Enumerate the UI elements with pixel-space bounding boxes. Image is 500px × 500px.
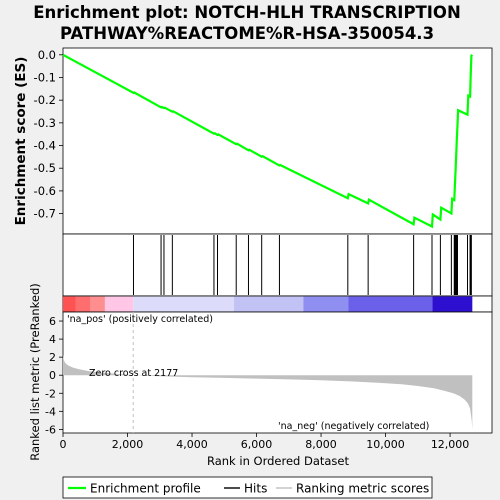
metric-y-tick-label: -6	[45, 423, 56, 436]
heatbar-segments	[63, 296, 473, 312]
enrichment-profile-line	[62, 53, 474, 229]
heatbar-segment	[303, 296, 349, 312]
es-y-axis-label: Enrichment score (ES)	[13, 57, 29, 226]
metric-x-tick-label: 8,000	[305, 438, 337, 451]
metric-y-tick-label: 6	[49, 315, 56, 328]
heatbar-segment	[75, 296, 91, 312]
metric-x-tick-label: 4,000	[176, 438, 208, 451]
metric-y-tick-label: -4	[45, 405, 56, 418]
metric-y-axis-label: Ranked list metric (PreRanked)	[28, 283, 42, 461]
metric-x-ticks: 0 2,000 4,000 6,000 8,000 10,000 12,000	[60, 433, 470, 451]
metric-y-tick-label: 2	[49, 351, 56, 364]
heatbar-segment	[348, 296, 433, 312]
heatbar-segment	[133, 296, 234, 312]
heatbar-segment	[233, 296, 304, 312]
metric-panel: Zero cross at 2177 'na_pos' (positively …	[28, 283, 493, 468]
metric-y-tick-label: 0	[49, 369, 56, 382]
title-line-2: PATHWAY%REACTOME%R-HSA-350054.3	[60, 24, 434, 43]
es-plot-area	[62, 47, 493, 235]
heatbar-segment	[104, 296, 134, 312]
heatbar-segment	[90, 296, 105, 312]
heatbar-panel	[62, 295, 493, 313]
metric-x-tick-label: 2,000	[112, 438, 144, 451]
metric-x-axis-label: Rank in Ordered Dataset	[207, 454, 350, 468]
heatbar-segment	[63, 296, 76, 312]
metric-x-tick-label: 6,000	[241, 438, 273, 451]
title-line-1: Enrichment plot: NOTCH-HLH TRANSCRIPTION	[33, 3, 461, 22]
metric-x-tick-label: 12,000	[431, 438, 470, 451]
legend-box	[62, 476, 433, 499]
es-y-tick-label: -0.7	[34, 207, 56, 221]
metric-y-tick-label: -2	[45, 387, 56, 400]
legend: Enrichment profile Hits Ranking metric s…	[62, 476, 433, 499]
es-y-ticks: 0.0 -0.1 -0.2 -0.3 -0.4 -0.5 -0.6 -0.7	[34, 48, 63, 221]
es-y-tick-label: -0.3	[34, 116, 56, 130]
hits-plot-area	[62, 233, 493, 297]
metric-x-tick-label: 10,000	[366, 438, 405, 451]
heatbar-segment	[432, 296, 473, 312]
metric-y-ticks: 6 4 2 0 -2 -4 -6	[45, 315, 63, 436]
es-y-tick-label: -0.6	[34, 184, 56, 198]
es-y-tick-label: -0.1	[34, 70, 56, 84]
neg-correlated-label: 'na_neg' (negatively correlated)	[278, 421, 429, 432]
es-y-tick-label: -0.4	[34, 139, 56, 153]
es-y-tick-label: -0.2	[34, 93, 56, 107]
metric-x-tick-label: 0	[60, 438, 67, 451]
es-y-tick-label: -0.5	[34, 161, 56, 175]
legend-es-label: Enrichment profile	[90, 482, 201, 496]
legend-hits-label: Hits	[244, 482, 267, 496]
legend-metric-label: Ranking metric scores	[296, 482, 429, 496]
es-y-tick-label: 0.0	[38, 48, 56, 62]
metric-y-tick-label: 4	[49, 333, 56, 346]
es-panel: 0.0 -0.1 -0.2 -0.3 -0.4 -0.5 -0.6 -0.7 Enrichme…	[13, 47, 493, 235]
zero-cross-label: Zero cross at 2177	[89, 368, 178, 379]
pos-correlated-label: 'na_pos' (positively correlated)	[67, 314, 213, 325]
hits-panel	[62, 233, 493, 297]
metric-plot-area	[62, 311, 493, 434]
hit-marks	[132, 235, 472, 295]
